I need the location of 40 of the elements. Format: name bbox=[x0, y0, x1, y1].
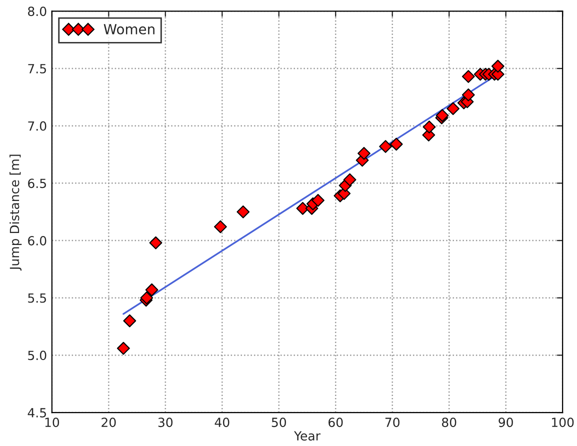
y-tick-label: 5.5 bbox=[28, 294, 46, 303]
y-tick-label: 6.5 bbox=[28, 178, 46, 188]
x-tick-label: 90 bbox=[498, 418, 513, 428]
x-tick-label: 70 bbox=[385, 418, 400, 428]
x-tick-label: 100 bbox=[552, 418, 574, 428]
x-tick-label: 30 bbox=[158, 418, 173, 428]
point bbox=[149, 236, 162, 250]
point bbox=[236, 205, 250, 218]
x-tick-label: 80 bbox=[442, 418, 456, 428]
point bbox=[312, 194, 324, 207]
point bbox=[379, 140, 392, 153]
point bbox=[436, 109, 449, 122]
point bbox=[214, 220, 227, 234]
x-tick-label: 40 bbox=[214, 418, 230, 428]
point bbox=[343, 173, 356, 186]
legend-label: Women bbox=[104, 24, 154, 34]
point bbox=[390, 138, 403, 151]
x-axis-title: Year bbox=[294, 431, 320, 441]
y-tick-label: 4.5 bbox=[28, 408, 46, 418]
x-tick-label: 60 bbox=[328, 418, 343, 428]
y-tick-label: 8.0 bbox=[28, 6, 46, 16]
y-axis-title: Jump Distance [m] bbox=[10, 154, 22, 271]
point bbox=[422, 120, 436, 134]
x-tick-label: 10 bbox=[45, 418, 60, 428]
y-tick-label: 6.0 bbox=[28, 236, 46, 246]
point bbox=[123, 314, 136, 328]
point bbox=[462, 70, 475, 83]
point bbox=[358, 146, 370, 160]
point bbox=[145, 283, 158, 296]
y-tick-label: 7.0 bbox=[28, 121, 46, 131]
x-tick-label: 20 bbox=[102, 418, 116, 428]
point bbox=[462, 88, 475, 102]
point bbox=[296, 202, 310, 215]
x-tick-label: 50 bbox=[272, 418, 286, 428]
point bbox=[116, 342, 130, 355]
y-tick-label: 7.5 bbox=[28, 64, 46, 74]
y-tick-label: 5.0 bbox=[28, 350, 46, 360]
point bbox=[140, 291, 154, 304]
point bbox=[491, 60, 504, 73]
point bbox=[446, 102, 460, 116]
